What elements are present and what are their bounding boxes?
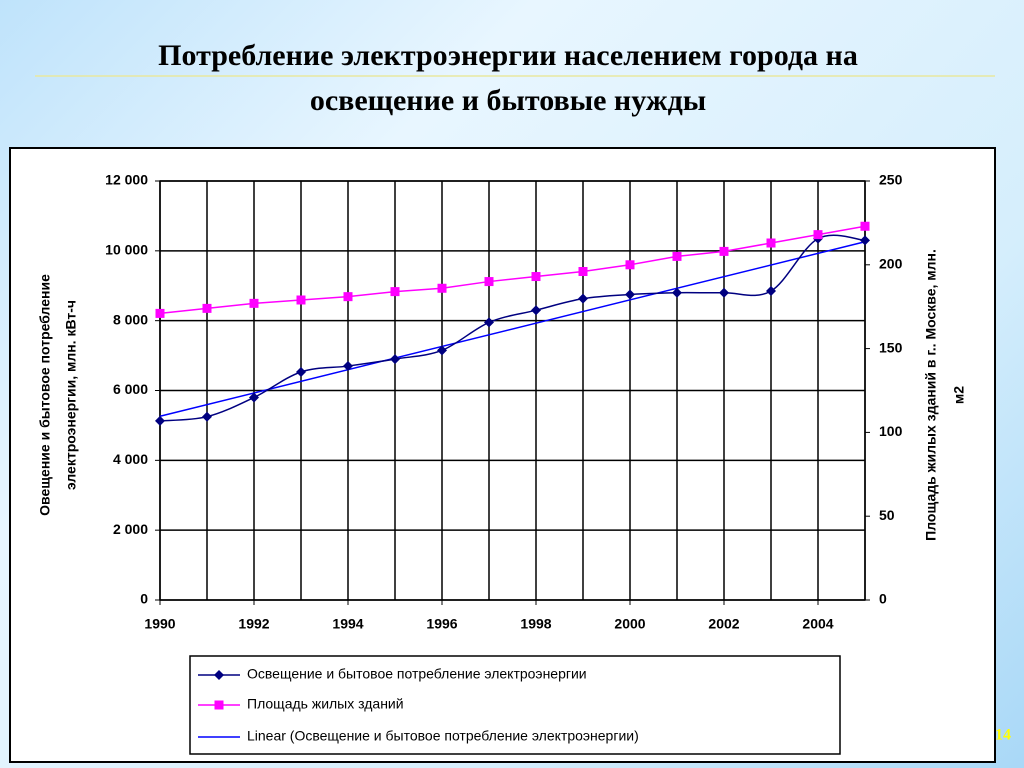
x-tick-label: 1990 <box>144 616 175 632</box>
x-tick-label: 1992 <box>238 616 269 632</box>
legend-marker <box>214 670 224 680</box>
y2-tick-label: 100 <box>879 423 903 439</box>
series-line <box>159 225 866 315</box>
data-point <box>766 238 776 248</box>
data-point <box>249 392 259 403</box>
data-point <box>860 221 870 231</box>
data-point <box>719 287 729 298</box>
y2-tick-label: 250 <box>879 172 903 188</box>
x-tick-label: 2004 <box>802 616 833 632</box>
x-tick-label: 1998 <box>520 616 551 632</box>
data-point <box>766 285 776 296</box>
y-tick-label: 2 000 <box>113 521 148 537</box>
data-point <box>296 295 306 305</box>
data-point <box>155 415 165 426</box>
data-point <box>625 260 635 270</box>
plot-border <box>159 180 866 601</box>
y-axis-label: электроэнергии, млн. кВт-ч <box>63 300 79 490</box>
data-point <box>343 361 353 372</box>
data-point <box>484 317 494 328</box>
data-point <box>437 283 447 293</box>
data-point <box>531 305 541 316</box>
legend-label: Площадь жилых зданий <box>247 696 404 712</box>
data-point <box>860 235 870 246</box>
data-point <box>531 272 541 282</box>
y-tick-label: 8 000 <box>113 311 148 327</box>
data-point <box>672 251 682 261</box>
y2-tick-label: 150 <box>879 339 903 355</box>
data-point <box>625 289 635 300</box>
y-axis-label: Овещение и бытовое потребление <box>37 274 53 516</box>
x-tick-label: 1996 <box>426 616 457 632</box>
y-tick-label: 10 000 <box>105 242 148 258</box>
y2-tick-label: 50 <box>879 507 895 523</box>
y-tick-label: 6 000 <box>113 381 148 397</box>
data-point <box>390 354 400 365</box>
page-number: 14 <box>995 727 1011 744</box>
trend-line <box>159 240 866 417</box>
data-point <box>202 303 212 313</box>
data-point <box>578 293 588 304</box>
data-point <box>813 230 823 240</box>
data-point <box>437 345 447 356</box>
data-point <box>484 277 494 287</box>
data-point <box>249 298 259 308</box>
legend-label: Linear (Освещение и бытовое потребление … <box>247 728 639 744</box>
data-point <box>343 292 353 302</box>
y2-tick-label: 200 <box>879 256 903 272</box>
legend-box <box>189 655 841 755</box>
x-tick-label: 1994 <box>332 616 363 632</box>
x-tick-label: 2000 <box>614 616 645 632</box>
title-line: освещение и бытовые нужды <box>310 84 706 117</box>
legend-label: Освещение и бытовое потребление электроэ… <box>247 666 587 682</box>
y-tick-label: 4 000 <box>113 451 148 467</box>
data-point <box>672 287 682 298</box>
data-point <box>202 411 212 422</box>
y-tick-label: 0 <box>140 591 148 607</box>
series-line <box>159 234 866 422</box>
title-line: Потребление электроэнергии населением го… <box>158 39 858 72</box>
y-tick-label: 12 000 <box>105 172 148 188</box>
y2-tick-label: 0 <box>879 591 887 607</box>
data-point <box>155 308 165 318</box>
data-point <box>578 267 588 277</box>
data-point <box>296 366 306 377</box>
x-tick-label: 2002 <box>708 616 739 632</box>
data-point <box>719 246 729 256</box>
y2-axis-label: м2 <box>951 386 967 404</box>
y2-axis-label: Площадь жилых зданий в г.. Москве, млн. <box>923 249 939 541</box>
legend-marker <box>214 700 224 710</box>
data-point <box>390 287 400 297</box>
